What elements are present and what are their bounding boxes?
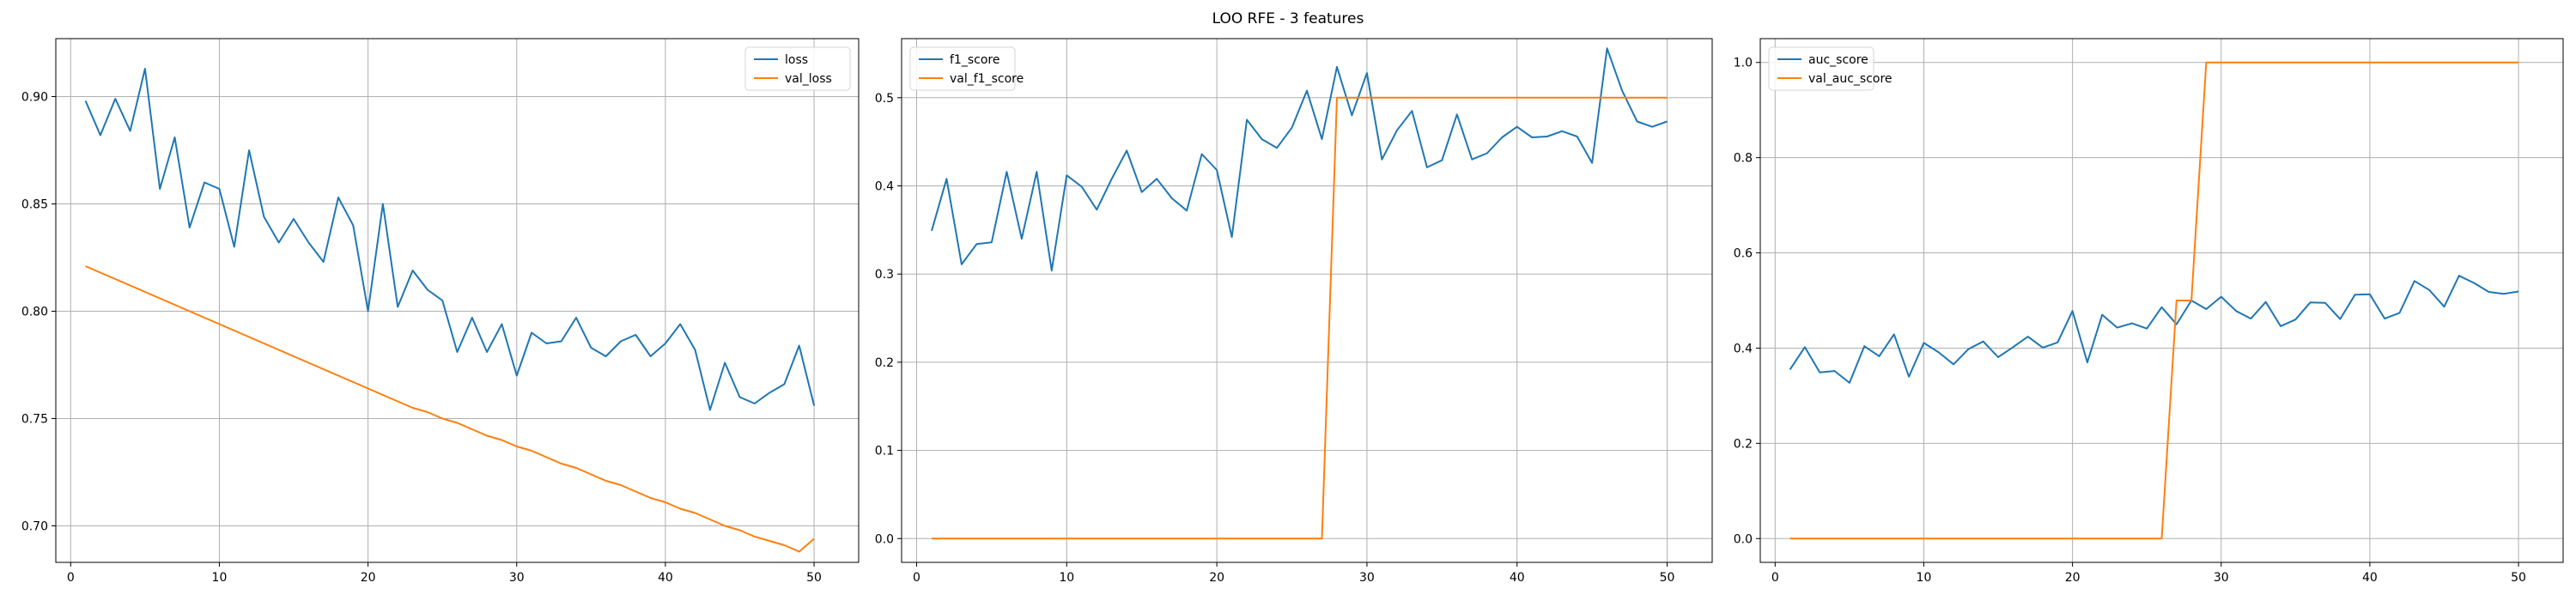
y-tick-label: 0.1 xyxy=(875,445,894,458)
x-tick-label: 10 xyxy=(1059,571,1074,585)
y-tick-label: 0.80 xyxy=(21,306,48,319)
plot-area xyxy=(902,39,1712,562)
series-line-f1-score xyxy=(931,47,1668,272)
subplot-1: 0 10 20 30 40 50 0.70 0.75 0.80 0.85 0.90 loss val_l… xyxy=(21,38,860,585)
y-tick-label: 0.4 xyxy=(875,179,894,193)
axes-frame xyxy=(1759,38,2564,563)
legend-box xyxy=(744,46,851,91)
y-tick-label: 0.2 xyxy=(1734,437,1753,451)
y-tick-label: 0.8 xyxy=(1734,152,1753,166)
y-tick-label: 0.85 xyxy=(21,198,48,212)
x-tick-label: 10 xyxy=(1917,571,1932,585)
x-tick-label: 0 xyxy=(67,571,75,585)
x-tick-label: 0 xyxy=(1771,571,1779,585)
legend-label: loss xyxy=(785,53,808,67)
series-line-loss xyxy=(84,68,816,411)
y-tick-label: 0.0 xyxy=(875,532,894,546)
x-tick-label: 40 xyxy=(1510,571,1525,585)
legend-box xyxy=(909,46,1016,91)
axes-frame xyxy=(901,38,1713,563)
axes-frame xyxy=(55,38,860,563)
subplots: 0 10 20 30 40 500.700.750.800.850.90lossval_l… xyxy=(21,38,2564,585)
series-line-auc-score xyxy=(1789,275,2519,384)
subplot-2: 0 10 20 30 40 50 0.0 0.1 0.2 0.3 0.4 0.5 f1_scoreval… xyxy=(875,38,1713,585)
plot-area xyxy=(56,39,859,562)
y-tick-label: 0.75 xyxy=(21,413,48,427)
series-line-val-f1-score xyxy=(932,96,1668,540)
x-tick-label: 40 xyxy=(2362,571,2378,585)
x-tick-label: 40 xyxy=(658,571,673,585)
plot-area xyxy=(1760,39,2563,562)
series-line-val-loss xyxy=(85,265,815,553)
y-tick-label: 0.3 xyxy=(875,268,894,282)
y-tick-label: 0.6 xyxy=(1734,247,1753,261)
figure-title: LOO RFE - 3 features xyxy=(1212,10,1364,27)
legend: f1_score val_f1_score xyxy=(909,46,1024,91)
x-tick-label: 50 xyxy=(806,571,822,585)
legend-label: val_f1_score xyxy=(950,72,1024,86)
x-tick-label: 30 xyxy=(1359,571,1375,585)
y-tick-label: 1.0 xyxy=(1734,57,1753,70)
legend-label: f1_score xyxy=(950,53,999,67)
x-tick-label: 0 xyxy=(913,571,920,585)
x-tick-label: 20 xyxy=(1209,571,1224,585)
x-tick-label: 10 xyxy=(212,571,228,585)
x-tick-label: 50 xyxy=(1660,571,1675,585)
y-tick-label: 0.70 xyxy=(21,520,48,534)
legend-box xyxy=(1768,46,1874,91)
subplot-3: 0 10 20 30 40 50 0.0 0.2 0.4 0.6 0.8 1.0 auc_scoreva… xyxy=(1734,38,2564,585)
legend-label: auc_score xyxy=(1808,53,1868,67)
legend: loss val_loss xyxy=(744,46,851,91)
x-tick-label: 20 xyxy=(2065,571,2081,585)
y-tick-label: 0.0 xyxy=(1734,532,1753,546)
legend-label: val_loss xyxy=(785,72,832,86)
x-tick-label: 30 xyxy=(2214,571,2229,585)
y-tick-label: 0.5 xyxy=(875,92,894,106)
legend: auc_score val_auc_score xyxy=(1768,46,1893,91)
series-line-val-auc-score xyxy=(1789,61,2519,540)
x-tick-label: 50 xyxy=(2511,571,2526,585)
x-tick-label: 30 xyxy=(509,571,525,585)
y-tick-label: 0.90 xyxy=(21,91,48,105)
x-tick-label: 20 xyxy=(361,571,376,585)
y-tick-label: 0.2 xyxy=(875,356,894,370)
legend-label: val_auc_score xyxy=(1808,72,1893,86)
y-tick-label: 0.4 xyxy=(1734,342,1753,355)
